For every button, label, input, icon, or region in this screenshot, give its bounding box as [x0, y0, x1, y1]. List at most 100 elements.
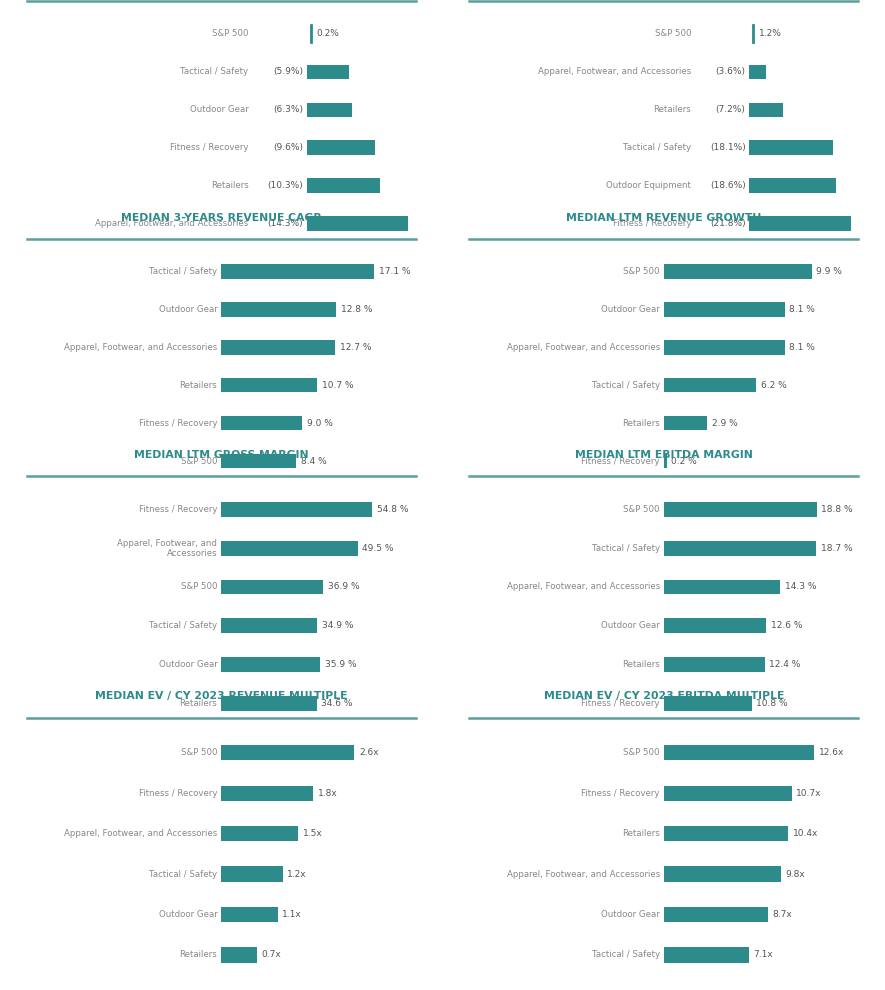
Text: Fitness / Recovery: Fitness / Recovery: [581, 456, 660, 465]
Text: (21.8%): (21.8%): [710, 219, 745, 228]
Text: Fitness / Recovery: Fitness / Recovery: [581, 789, 660, 798]
Text: MEDIAN 3-YEARS REVENUE CAGR: MEDIAN 3-YEARS REVENUE CAGR: [121, 213, 321, 223]
Bar: [750, 141, 834, 154]
Text: Apparel, Footwear, and Accessories: Apparel, Footwear, and Accessories: [96, 219, 249, 228]
Text: Tactical / Safety: Tactical / Safety: [592, 381, 660, 390]
Bar: [664, 579, 781, 594]
Text: Fitness / Recovery: Fitness / Recovery: [612, 219, 691, 228]
Bar: [750, 178, 835, 193]
Bar: [750, 217, 850, 231]
Text: S&P 500: S&P 500: [212, 30, 249, 39]
Text: 10.7 %: 10.7 %: [322, 381, 353, 390]
Text: 49.5 %: 49.5 %: [362, 544, 394, 552]
Text: 8.1 %: 8.1 %: [789, 343, 815, 351]
Text: 0.7x: 0.7x: [262, 950, 281, 959]
Text: Fitness / Recovery: Fitness / Recovery: [139, 419, 218, 428]
Text: Retailers: Retailers: [622, 660, 660, 669]
Text: MEDIAN LTM GROSS MARGIN: MEDIAN LTM GROSS MARGIN: [134, 449, 309, 459]
Bar: [664, 416, 707, 431]
Bar: [664, 826, 788, 842]
Text: Apparel, Footwear, and
Accessories: Apparel, Footwear, and Accessories: [118, 539, 218, 558]
Text: Tactical / Safety: Tactical / Safety: [592, 544, 660, 552]
Text: 9.9 %: 9.9 %: [816, 267, 842, 276]
Text: S&P 500: S&P 500: [623, 748, 660, 757]
Text: 1.2%: 1.2%: [759, 30, 782, 39]
Text: S&P 500: S&P 500: [623, 505, 660, 514]
Text: 9.8x: 9.8x: [786, 869, 805, 878]
Text: Apparel, Footwear, and Accessories: Apparel, Footwear, and Accessories: [538, 67, 691, 76]
Bar: [221, 947, 257, 962]
Text: Outdoor Gear: Outdoor Gear: [158, 305, 218, 314]
Bar: [307, 103, 351, 117]
Bar: [664, 745, 814, 760]
Bar: [221, 866, 282, 882]
Text: MEDIAN LTM EBITDA MARGIN: MEDIAN LTM EBITDA MARGIN: [575, 449, 752, 459]
Text: Fitness / Recovery: Fitness / Recovery: [139, 789, 218, 798]
Text: S&P 500: S&P 500: [623, 267, 660, 276]
Bar: [307, 64, 349, 79]
Text: Retailers: Retailers: [180, 381, 218, 390]
Text: Outdoor Gear: Outdoor Gear: [601, 305, 660, 314]
Text: 8.7x: 8.7x: [773, 910, 792, 919]
Bar: [221, 619, 318, 634]
Bar: [221, 416, 302, 431]
Text: Tactical / Safety: Tactical / Safety: [181, 67, 249, 76]
Text: Tactical / Safety: Tactical / Safety: [150, 869, 218, 878]
Text: (10.3%): (10.3%): [267, 181, 303, 190]
Text: Retailers: Retailers: [653, 105, 691, 114]
Bar: [221, 302, 336, 317]
Bar: [221, 378, 317, 392]
Text: 12.6x: 12.6x: [819, 748, 844, 757]
Text: Tactical / Safety: Tactical / Safety: [623, 144, 691, 152]
Text: S&P 500: S&P 500: [181, 748, 218, 757]
Text: (18.6%): (18.6%): [710, 181, 745, 190]
Text: Tactical / Safety: Tactical / Safety: [150, 267, 218, 276]
Bar: [664, 502, 817, 517]
Text: 8.1 %: 8.1 %: [789, 305, 815, 314]
Text: Outdoor Gear: Outdoor Gear: [189, 105, 249, 114]
Bar: [221, 541, 358, 555]
Text: 12.4 %: 12.4 %: [769, 660, 801, 669]
Bar: [664, 696, 751, 711]
Text: Retailers: Retailers: [180, 950, 218, 959]
Bar: [221, 826, 298, 842]
Text: 35.9 %: 35.9 %: [325, 660, 357, 669]
Bar: [750, 103, 783, 117]
Bar: [664, 264, 812, 278]
Text: 10.7x: 10.7x: [796, 789, 821, 798]
Bar: [221, 502, 373, 517]
Text: MEDIAN EV / CY 2023 REVENUE MULTIPLE: MEDIAN EV / CY 2023 REVENUE MULTIPLE: [95, 691, 348, 701]
Text: Apparel, Footwear, and Accessories: Apparel, Footwear, and Accessories: [64, 830, 218, 839]
Bar: [750, 64, 766, 79]
Bar: [664, 947, 749, 962]
Bar: [664, 907, 767, 923]
Text: (14.3%): (14.3%): [267, 219, 303, 228]
Text: S&P 500: S&P 500: [655, 30, 691, 39]
Bar: [307, 141, 375, 154]
Text: 18.7 %: 18.7 %: [820, 544, 852, 552]
Text: 9.0 %: 9.0 %: [306, 419, 333, 428]
Text: Retailers: Retailers: [180, 699, 218, 708]
Text: 6.2 %: 6.2 %: [761, 381, 787, 390]
Text: S&P 500: S&P 500: [181, 582, 218, 591]
Bar: [664, 785, 791, 801]
Bar: [221, 454, 296, 468]
Bar: [664, 619, 766, 634]
Text: MEDIAN LTM REVENUE GROWTH: MEDIAN LTM REVENUE GROWTH: [566, 213, 761, 223]
Text: 1.8x: 1.8x: [318, 789, 338, 798]
Text: 2.9 %: 2.9 %: [712, 419, 737, 428]
Text: 18.8 %: 18.8 %: [821, 505, 853, 514]
Text: Outdoor Gear: Outdoor Gear: [158, 660, 218, 669]
Bar: [221, 341, 335, 354]
Bar: [221, 696, 317, 711]
Text: Apparel, Footwear, and Accessories: Apparel, Footwear, and Accessories: [506, 343, 660, 351]
Text: Outdoor Gear: Outdoor Gear: [601, 622, 660, 631]
Text: Retailers: Retailers: [622, 419, 660, 428]
Bar: [221, 745, 354, 760]
Text: Fitness / Recovery: Fitness / Recovery: [139, 505, 218, 514]
Text: Retailers: Retailers: [211, 181, 249, 190]
Text: Outdoor Gear: Outdoor Gear: [601, 910, 660, 919]
Text: Tactical / Safety: Tactical / Safety: [150, 622, 218, 631]
Bar: [221, 579, 323, 594]
Text: 7.1x: 7.1x: [753, 950, 773, 959]
